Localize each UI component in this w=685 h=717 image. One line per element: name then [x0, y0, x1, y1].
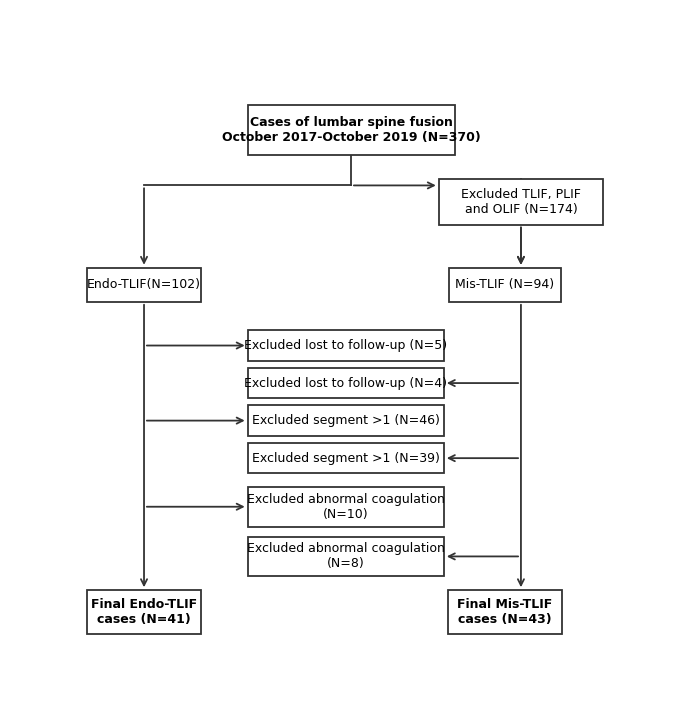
Text: Excluded lost to follow-up (N=5): Excluded lost to follow-up (N=5): [244, 339, 447, 352]
FancyBboxPatch shape: [247, 331, 444, 361]
FancyBboxPatch shape: [87, 590, 201, 635]
Text: Excluded lost to follow-up (N=4): Excluded lost to follow-up (N=4): [245, 376, 447, 389]
Text: Final Endo-TLIF
cases (N=41): Final Endo-TLIF cases (N=41): [91, 598, 197, 626]
Text: Mis-TLIF (N=94): Mis-TLIF (N=94): [456, 278, 555, 291]
FancyBboxPatch shape: [247, 405, 444, 436]
FancyBboxPatch shape: [247, 443, 444, 473]
Text: Excluded abnormal coagulation
(N=8): Excluded abnormal coagulation (N=8): [247, 543, 445, 571]
FancyBboxPatch shape: [247, 487, 444, 526]
FancyBboxPatch shape: [247, 536, 444, 576]
FancyBboxPatch shape: [87, 267, 201, 302]
FancyBboxPatch shape: [247, 105, 455, 155]
Text: Excluded abnormal coagulation
(N=10): Excluded abnormal coagulation (N=10): [247, 493, 445, 521]
Text: Endo-TLIF(N=102): Endo-TLIF(N=102): [87, 278, 201, 291]
Text: Excluded segment >1 (N=39): Excluded segment >1 (N=39): [252, 452, 440, 465]
FancyBboxPatch shape: [448, 590, 562, 635]
Text: Excluded segment >1 (N=46): Excluded segment >1 (N=46): [252, 414, 440, 427]
Text: Final Mis-TLIF
cases (N=43): Final Mis-TLIF cases (N=43): [458, 598, 553, 626]
FancyBboxPatch shape: [449, 267, 561, 302]
Text: Excluded TLIF, PLIF
and OLIF (N=174): Excluded TLIF, PLIF and OLIF (N=174): [461, 188, 581, 216]
Text: Cases of lumbar spine fusion
October 2017-October 2019 (N=370): Cases of lumbar spine fusion October 201…: [222, 116, 480, 144]
FancyBboxPatch shape: [438, 179, 603, 224]
FancyBboxPatch shape: [247, 368, 444, 398]
